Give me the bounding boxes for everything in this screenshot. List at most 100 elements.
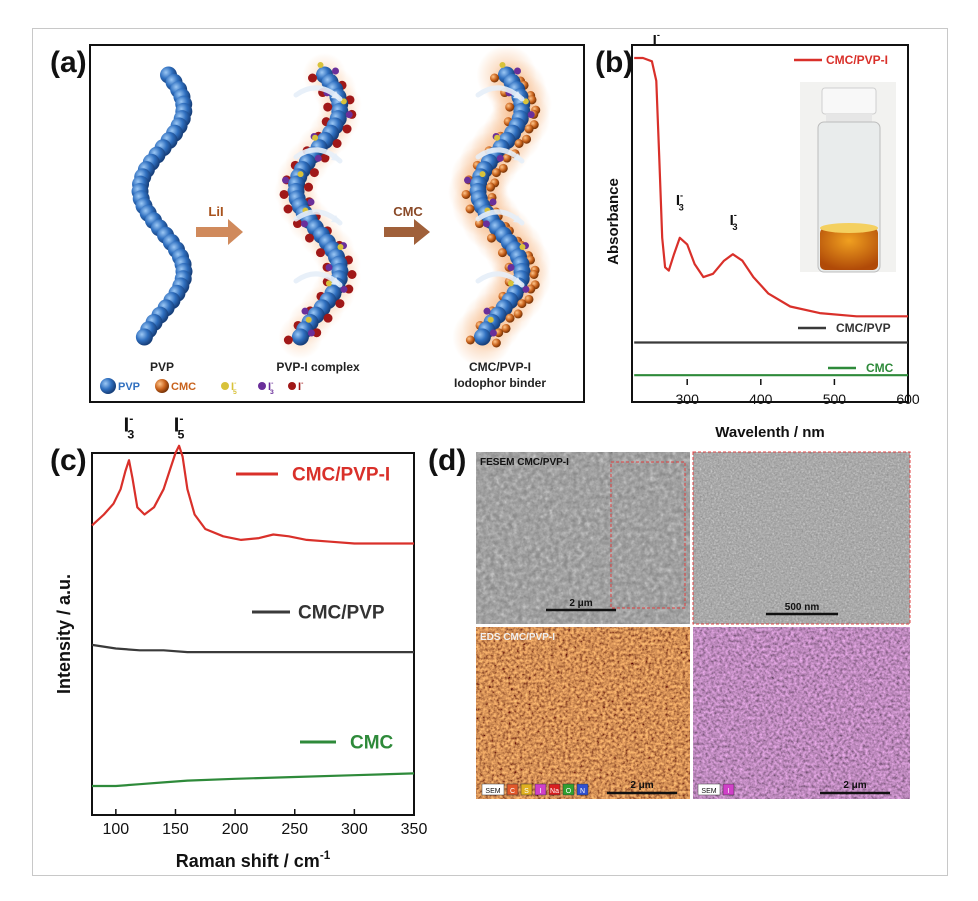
xtick-label: 300 [341, 821, 368, 838]
eds-swatch-label-1: C [510, 788, 515, 795]
arrow-liI: LiI [196, 204, 243, 245]
eds-i-legend: SEM I [697, 783, 735, 796]
scalebar-eds-i-label: 2 μm [843, 780, 866, 791]
label-binder-1: CMC/PVP-I [469, 360, 531, 374]
triiodide-bead [345, 111, 353, 119]
series-line-cmc-pvp [91, 643, 414, 654]
panel-c-axes [91, 452, 415, 816]
xtick-label: 400 [749, 391, 773, 407]
triiodide-bead [301, 307, 309, 315]
iodide-bead [304, 182, 314, 192]
label-pvpi-complex: PVP-I complex [276, 360, 360, 374]
cmc-bead [501, 323, 511, 333]
triiodide-bead [282, 176, 290, 184]
eds-swatch-1 [722, 783, 735, 796]
eds-swatch-6 [576, 783, 589, 796]
cmc-bead [461, 189, 471, 199]
iodide-bead [283, 335, 293, 345]
triiodide-bead [489, 198, 497, 206]
cmc-bead [498, 163, 508, 173]
pentaiodide-bead [325, 280, 332, 287]
sem-eds-label: EDS CMC/PVP-I [480, 632, 555, 643]
cmc-bead [522, 134, 532, 144]
xtick-label: 150 [162, 821, 189, 838]
iodide-bead [342, 124, 352, 134]
legend-swatch-4 [288, 382, 296, 390]
arrow-liI-label: LiI [208, 204, 223, 219]
legend-text-1: CMC [171, 381, 196, 393]
legend-label-2: CMC [866, 361, 894, 375]
xtick-label: 600 [896, 391, 920, 407]
scalebar-zoom-label: 500 nm [785, 602, 820, 613]
iodide-bead [335, 299, 345, 309]
panel-b: (b) 300 400 500 600 CMC/PVP-I CMC/PVP CMC I- I-3… [595, 30, 920, 441]
arrow-cmc-shape [384, 219, 430, 245]
legend-swatch-0 [100, 378, 116, 394]
eds-swatch-0 [697, 783, 721, 796]
y-axis-title: Intensity / a.u. [54, 574, 74, 694]
panel-d: (d) 2 μm FESEM CMC/PVP-I 500 nm EDS CMC/… [428, 444, 911, 799]
sem-zoom-image [693, 452, 910, 624]
iodide-bead [308, 73, 318, 83]
rotation-arrow-head [331, 277, 340, 285]
triiodide-bead [483, 307, 491, 315]
triiodide-bead [325, 264, 333, 271]
triiodide-bead [332, 67, 340, 75]
cmc-bead [513, 309, 523, 319]
xtick-label: 350 [401, 821, 428, 838]
rotation-arrow-head [331, 91, 340, 99]
pentaiodide-bead [519, 243, 526, 250]
pentaiodide-bead [487, 316, 494, 323]
figure-frame [32, 28, 948, 876]
pentaiodide-bead [479, 171, 486, 178]
cmc-bead [517, 299, 527, 309]
cmc-bead [505, 313, 515, 323]
rotation-arrow-head [331, 153, 340, 161]
panel-b-axes [631, 44, 909, 403]
cmc-bead [490, 73, 500, 83]
pentaiodide-bead [305, 316, 312, 323]
legend-text-4: I- [298, 380, 303, 393]
triiodide-bead [507, 264, 515, 271]
series-line-cmc-pvp-i [91, 444, 414, 545]
chart-c-plot: 100 150 200 250 300 350 CMC/PVP-I CMC/PVP CMC I-3… [54, 411, 427, 871]
panel-c-label: (c) [50, 444, 87, 477]
sem-fesem-image [476, 452, 690, 624]
cmc-bead [491, 338, 501, 348]
pentaiodide-bead [337, 243, 344, 250]
eds-swatch-label-4: Na [550, 788, 559, 795]
sem-eds-image [476, 627, 690, 799]
pvp-bead [291, 328, 309, 346]
eds-swatch-label-5: O [566, 788, 572, 795]
peak-annotation-0: I- [653, 30, 660, 49]
triiodide-bead [314, 154, 322, 162]
pentaiodide-bead [317, 62, 324, 68]
schematic-legend: PVP CMC I-5 I-3 I- [100, 378, 303, 396]
eds-swatch-1 [506, 783, 519, 796]
cmc-bead [491, 168, 501, 178]
sem-eds-i-image [693, 627, 910, 799]
eds-swatch-3 [534, 783, 547, 796]
triiodide-bead [340, 285, 348, 293]
pvp-bead [135, 328, 153, 346]
legend-text-3: I-3 [268, 380, 274, 396]
cmc-bead [494, 328, 504, 338]
cmc-bead [465, 335, 475, 345]
vial-photo [800, 82, 896, 273]
legend-label-1: CMC/PVP [298, 603, 385, 624]
series-line-cmc-pvp-i [634, 56, 908, 318]
eds-swatch-label-0: SEM [485, 788, 500, 795]
xtick-label: 200 [222, 821, 249, 838]
triiodide-bead [527, 111, 535, 119]
iodide-bead [332, 139, 342, 148]
iodide-bead [283, 204, 293, 214]
vial-cap [821, 87, 877, 115]
legend-swatch-3 [258, 382, 266, 390]
pentaiodide-bead [312, 134, 319, 141]
legend-text-2: I-5 [231, 380, 237, 396]
vial-liquid-surface [820, 223, 878, 233]
eds-swatch-label-3: I [540, 788, 542, 795]
cmc-bead [487, 233, 497, 243]
cmc-bead [502, 153, 512, 163]
